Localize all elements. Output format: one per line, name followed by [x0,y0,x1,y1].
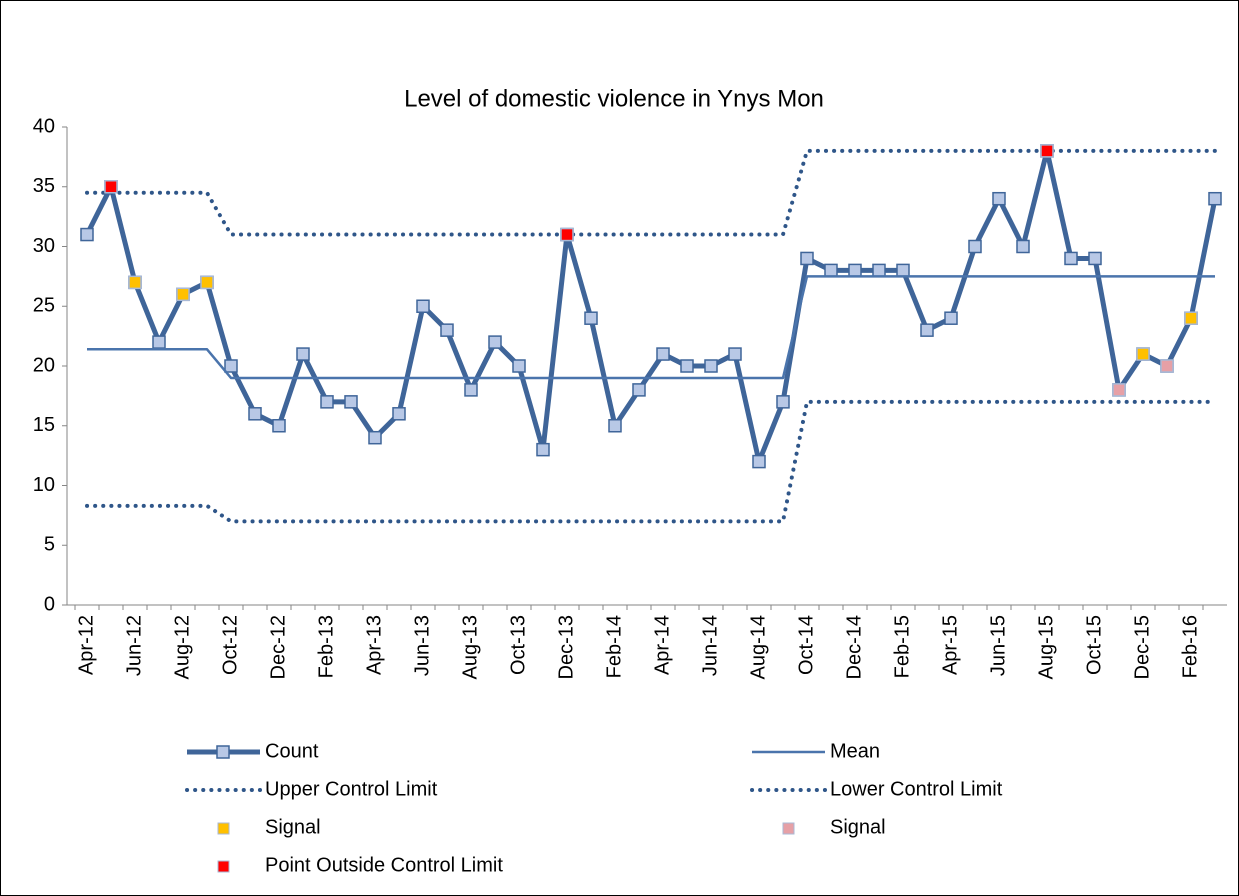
marker [296,347,310,361]
x-tick-label: Jun-12 [123,615,145,676]
x-tick-label: Apr-14 [651,615,673,675]
marker [1160,359,1174,373]
legend-label: Signal [265,816,321,838]
y-tick-label: 5 [44,534,55,556]
series-line [85,399,1217,524]
marker [1064,251,1078,266]
marker [488,335,502,349]
legend-label: Mean [830,740,880,762]
x-tick-label: Dec-13 [555,615,577,679]
marker [1184,311,1198,325]
marker [584,311,598,325]
x-tick-label: Oct-13 [507,615,529,675]
series-line [85,148,1217,237]
marker [392,407,406,421]
legend-label: Count [265,740,319,762]
marker [128,275,142,290]
marker [80,227,94,242]
marker [1112,383,1126,397]
y-tick-label: 0 [44,593,55,615]
y-tick-label: 40 [33,115,55,137]
marker [320,395,334,409]
marker [848,263,862,278]
marker [560,227,574,242]
marker [464,383,478,397]
x-tick-label: Jun-14 [699,615,721,676]
y-tick-label: 35 [33,175,55,197]
marker [944,311,958,325]
legend-label: Lower Control Limit [830,778,1003,800]
legend-marker [216,745,230,759]
x-tick-label: Jun-13 [411,615,433,676]
y-tick-label: 15 [33,414,55,436]
x-tick-label: Apr-13 [363,615,385,675]
marker [1016,239,1030,254]
marker [992,191,1006,206]
marker [248,407,262,421]
marker [872,263,886,278]
legend-label: Signal [830,816,886,838]
marker [656,347,670,361]
marker [512,359,526,373]
x-tick-label: Apr-12 [75,615,97,675]
marker [200,275,214,290]
x-tick-label: Aug-12 [171,615,193,680]
marker [776,395,790,409]
x-tick-label: Oct-12 [219,615,241,675]
marker [680,359,694,373]
legend-label: Point Outside Control Limit [265,854,503,876]
marker [968,239,982,254]
marker [1040,144,1054,158]
marker [344,395,358,409]
marker [536,442,550,457]
x-tick-label: Oct-15 [1083,615,1105,675]
legend-marker [782,822,795,835]
marker [896,263,910,278]
marker [368,430,382,445]
marker [224,359,238,373]
marker [176,287,190,302]
marker [440,323,454,337]
chart-title: Level of domestic violence in Ynys Mon [404,85,824,112]
marker [920,323,934,337]
x-tick-label: Apr-15 [939,615,961,675]
marker [1136,347,1150,361]
legend-marker [217,822,230,835]
x-tick-label: Jun-15 [987,615,1009,676]
x-tick-label: Aug-13 [459,615,481,680]
x-tick-label: Feb-16 [1179,615,1201,678]
marker [416,299,430,313]
marker [704,359,718,373]
marker [752,454,766,469]
marker [608,419,622,433]
marker [1208,191,1222,206]
marker [824,263,838,278]
marker [1088,251,1102,266]
x-tick-label: Feb-13 [315,615,337,678]
marker [272,419,286,433]
y-tick-label: 10 [33,474,55,496]
marker [800,251,814,266]
x-tick-label: Dec-14 [843,615,865,679]
x-tick-label: Aug-15 [1035,615,1057,680]
marker [632,383,646,397]
x-tick-label: Oct-14 [795,615,817,675]
x-tick-label: Aug-14 [747,615,769,680]
marker [152,335,166,349]
x-tick-label: Dec-15 [1131,615,1153,679]
y-tick-label: 20 [33,354,55,376]
x-tick-label: Dec-12 [267,615,289,679]
legend-marker [217,860,230,873]
y-tick-label: 30 [33,235,55,257]
x-tick-label: Feb-14 [603,615,625,678]
marker [728,347,742,361]
series-line [87,275,1215,380]
legend-label: Upper Control Limit [265,778,438,800]
marker [104,180,118,194]
x-tick-label: Feb-15 [891,615,913,678]
y-tick-label: 25 [33,295,55,317]
